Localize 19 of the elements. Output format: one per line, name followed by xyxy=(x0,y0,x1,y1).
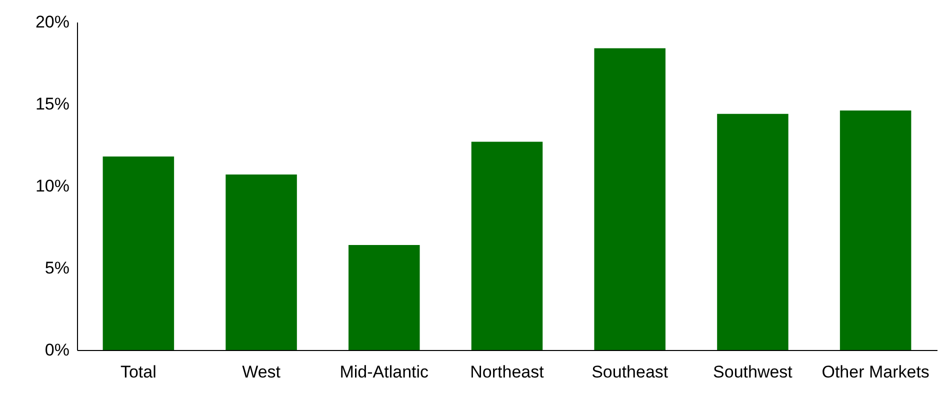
bar xyxy=(226,174,297,350)
x-tick-label: West xyxy=(242,362,281,382)
x-tick-label: Southeast xyxy=(592,362,668,382)
x-tick-label: Northeast xyxy=(470,362,544,382)
bar xyxy=(717,114,788,350)
x-tick-label: Total xyxy=(120,362,156,382)
y-tick-label: 10% xyxy=(35,176,70,196)
bar xyxy=(348,245,420,350)
y-tick-label: 20% xyxy=(35,12,70,32)
bar xyxy=(840,110,912,350)
bar xyxy=(594,48,666,350)
x-tick-label: Other Markets xyxy=(822,362,930,382)
y-tick-label: 5% xyxy=(44,258,70,278)
bar xyxy=(471,142,543,350)
x-tick-label: Mid-Atlantic xyxy=(340,362,430,382)
y-tick-label: 15% xyxy=(35,94,70,114)
y-tick-label: 0% xyxy=(44,340,70,360)
bar xyxy=(102,156,174,350)
x-tick-label: Southwest xyxy=(713,362,793,382)
